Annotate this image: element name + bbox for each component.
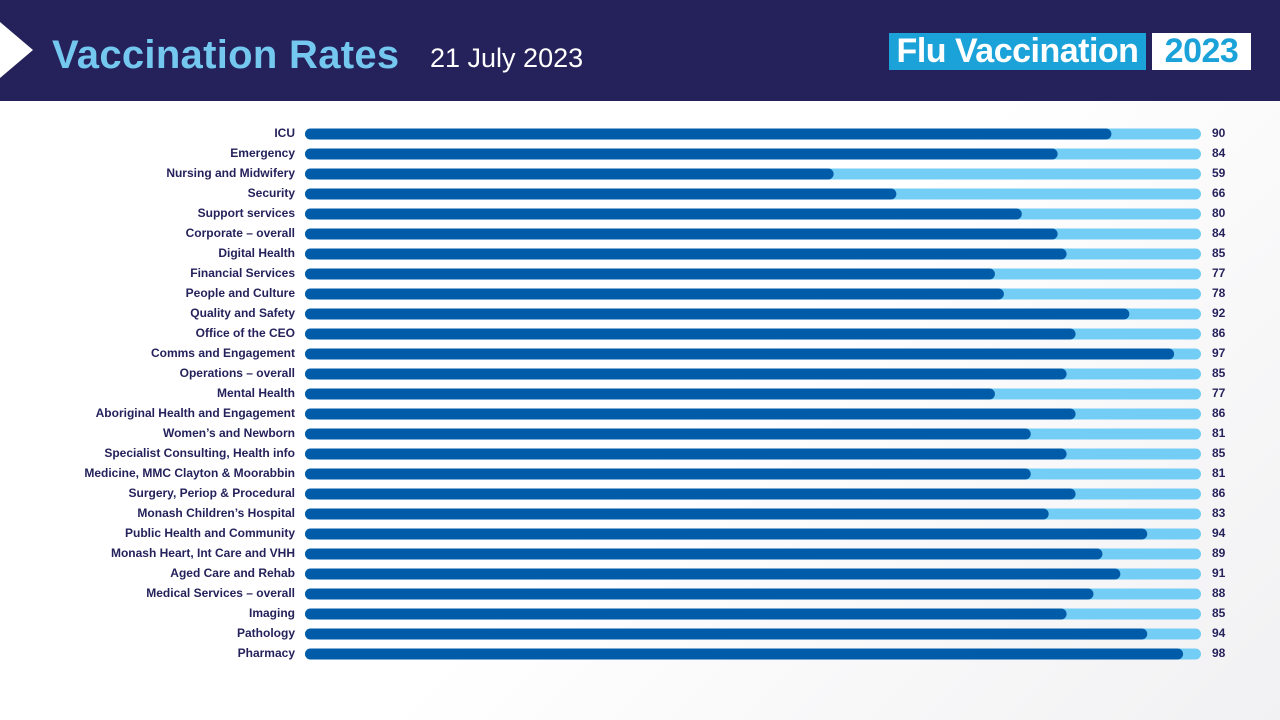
bar [305,408,1076,420]
value-label: 92 [1212,306,1226,320]
value-label: 77 [1212,266,1226,280]
bar [305,248,1067,260]
bar [305,368,1067,380]
value-label: 86 [1212,406,1226,420]
category-label: Pharmacy [238,646,296,660]
category-label: Financial Services [190,266,295,280]
value-label: 90 [1212,126,1226,140]
value-label: 84 [1212,146,1226,160]
value-label: 94 [1212,626,1226,640]
category-label: Nursing and Midwifery [166,166,295,180]
bar [305,168,834,180]
category-label: Public Health and Community [125,526,295,540]
category-label: Aged Care and Rehab [170,566,295,580]
value-label: 89 [1212,546,1226,560]
value-label: 59 [1212,166,1226,180]
category-label: Monash Children’s Hospital [137,506,295,520]
bar [305,348,1175,360]
bar [305,148,1058,160]
bar [305,188,897,200]
bar [305,388,995,400]
category-label: Quality and Safety [190,306,295,320]
category-label: Monash Heart, Int Care and VHH [111,546,295,560]
category-label: Comms and Engagement [151,346,295,360]
category-label: Support services [198,206,296,220]
bar [305,208,1022,220]
header-bar: Vaccination Rates 21 July 2023 Flu Vacci… [0,0,1280,101]
bar [305,568,1121,580]
value-label: 85 [1212,446,1226,460]
bar [305,528,1148,540]
bar [305,608,1067,620]
value-label: 88 [1212,586,1226,600]
bar [305,268,995,280]
value-label: 83 [1212,506,1226,520]
bar [305,448,1067,460]
category-label: ICU [274,126,295,140]
bar [305,308,1130,320]
bar [305,648,1184,660]
bar [305,588,1094,600]
value-label: 94 [1212,526,1226,540]
bar [305,328,1076,340]
value-label: 81 [1212,466,1226,480]
bar [305,128,1112,140]
category-label: Corporate – overall [186,226,295,240]
value-label: 85 [1212,246,1226,260]
bar [305,468,1031,480]
value-label: 86 [1212,326,1226,340]
category-label: Imaging [249,606,295,620]
value-label: 85 [1212,606,1226,620]
bar [305,508,1049,520]
value-label: 78 [1212,286,1226,300]
category-label: Office of the CEO [196,326,295,340]
category-label: Medicine, MMC Clayton & Moorabbin [84,466,295,480]
category-label: Mental Health [217,386,295,400]
page-title: Vaccination Rates [52,33,400,77]
report-date: 21 July 2023 [430,43,584,73]
value-label: 97 [1212,346,1226,360]
bar [305,548,1103,560]
category-label: Emergency [230,146,295,160]
value-label: 81 [1212,426,1226,440]
value-label: 77 [1212,386,1226,400]
bar [305,288,1004,300]
logo-year-text: 2023 [1152,33,1251,70]
bar [305,628,1148,640]
value-label: 84 [1212,226,1226,240]
logo-main-text: Flu Vaccination [889,33,1146,70]
bar [305,488,1076,500]
category-label: Digital Health [218,246,295,260]
value-label: 86 [1212,486,1226,500]
category-label: Surgery, Periop & Procedural [129,486,296,500]
value-label: 85 [1212,366,1226,380]
value-label: 91 [1212,566,1226,580]
category-label: Operations – overall [180,366,295,380]
bar [305,428,1031,440]
value-label: 66 [1212,186,1226,200]
category-label: Security [248,186,296,200]
value-label: 80 [1212,206,1226,220]
category-label: People and Culture [186,286,296,300]
category-label: Women’s and Newborn [163,426,295,440]
category-label: Specialist Consulting, Health info [104,446,295,460]
category-label: Aboriginal Health and Engagement [96,406,295,420]
bar [305,228,1058,240]
category-label: Medical Services – overall [146,586,295,600]
category-label: Pathology [237,626,295,640]
value-label: 98 [1212,646,1226,660]
chevron-arrow-icon [0,22,33,78]
